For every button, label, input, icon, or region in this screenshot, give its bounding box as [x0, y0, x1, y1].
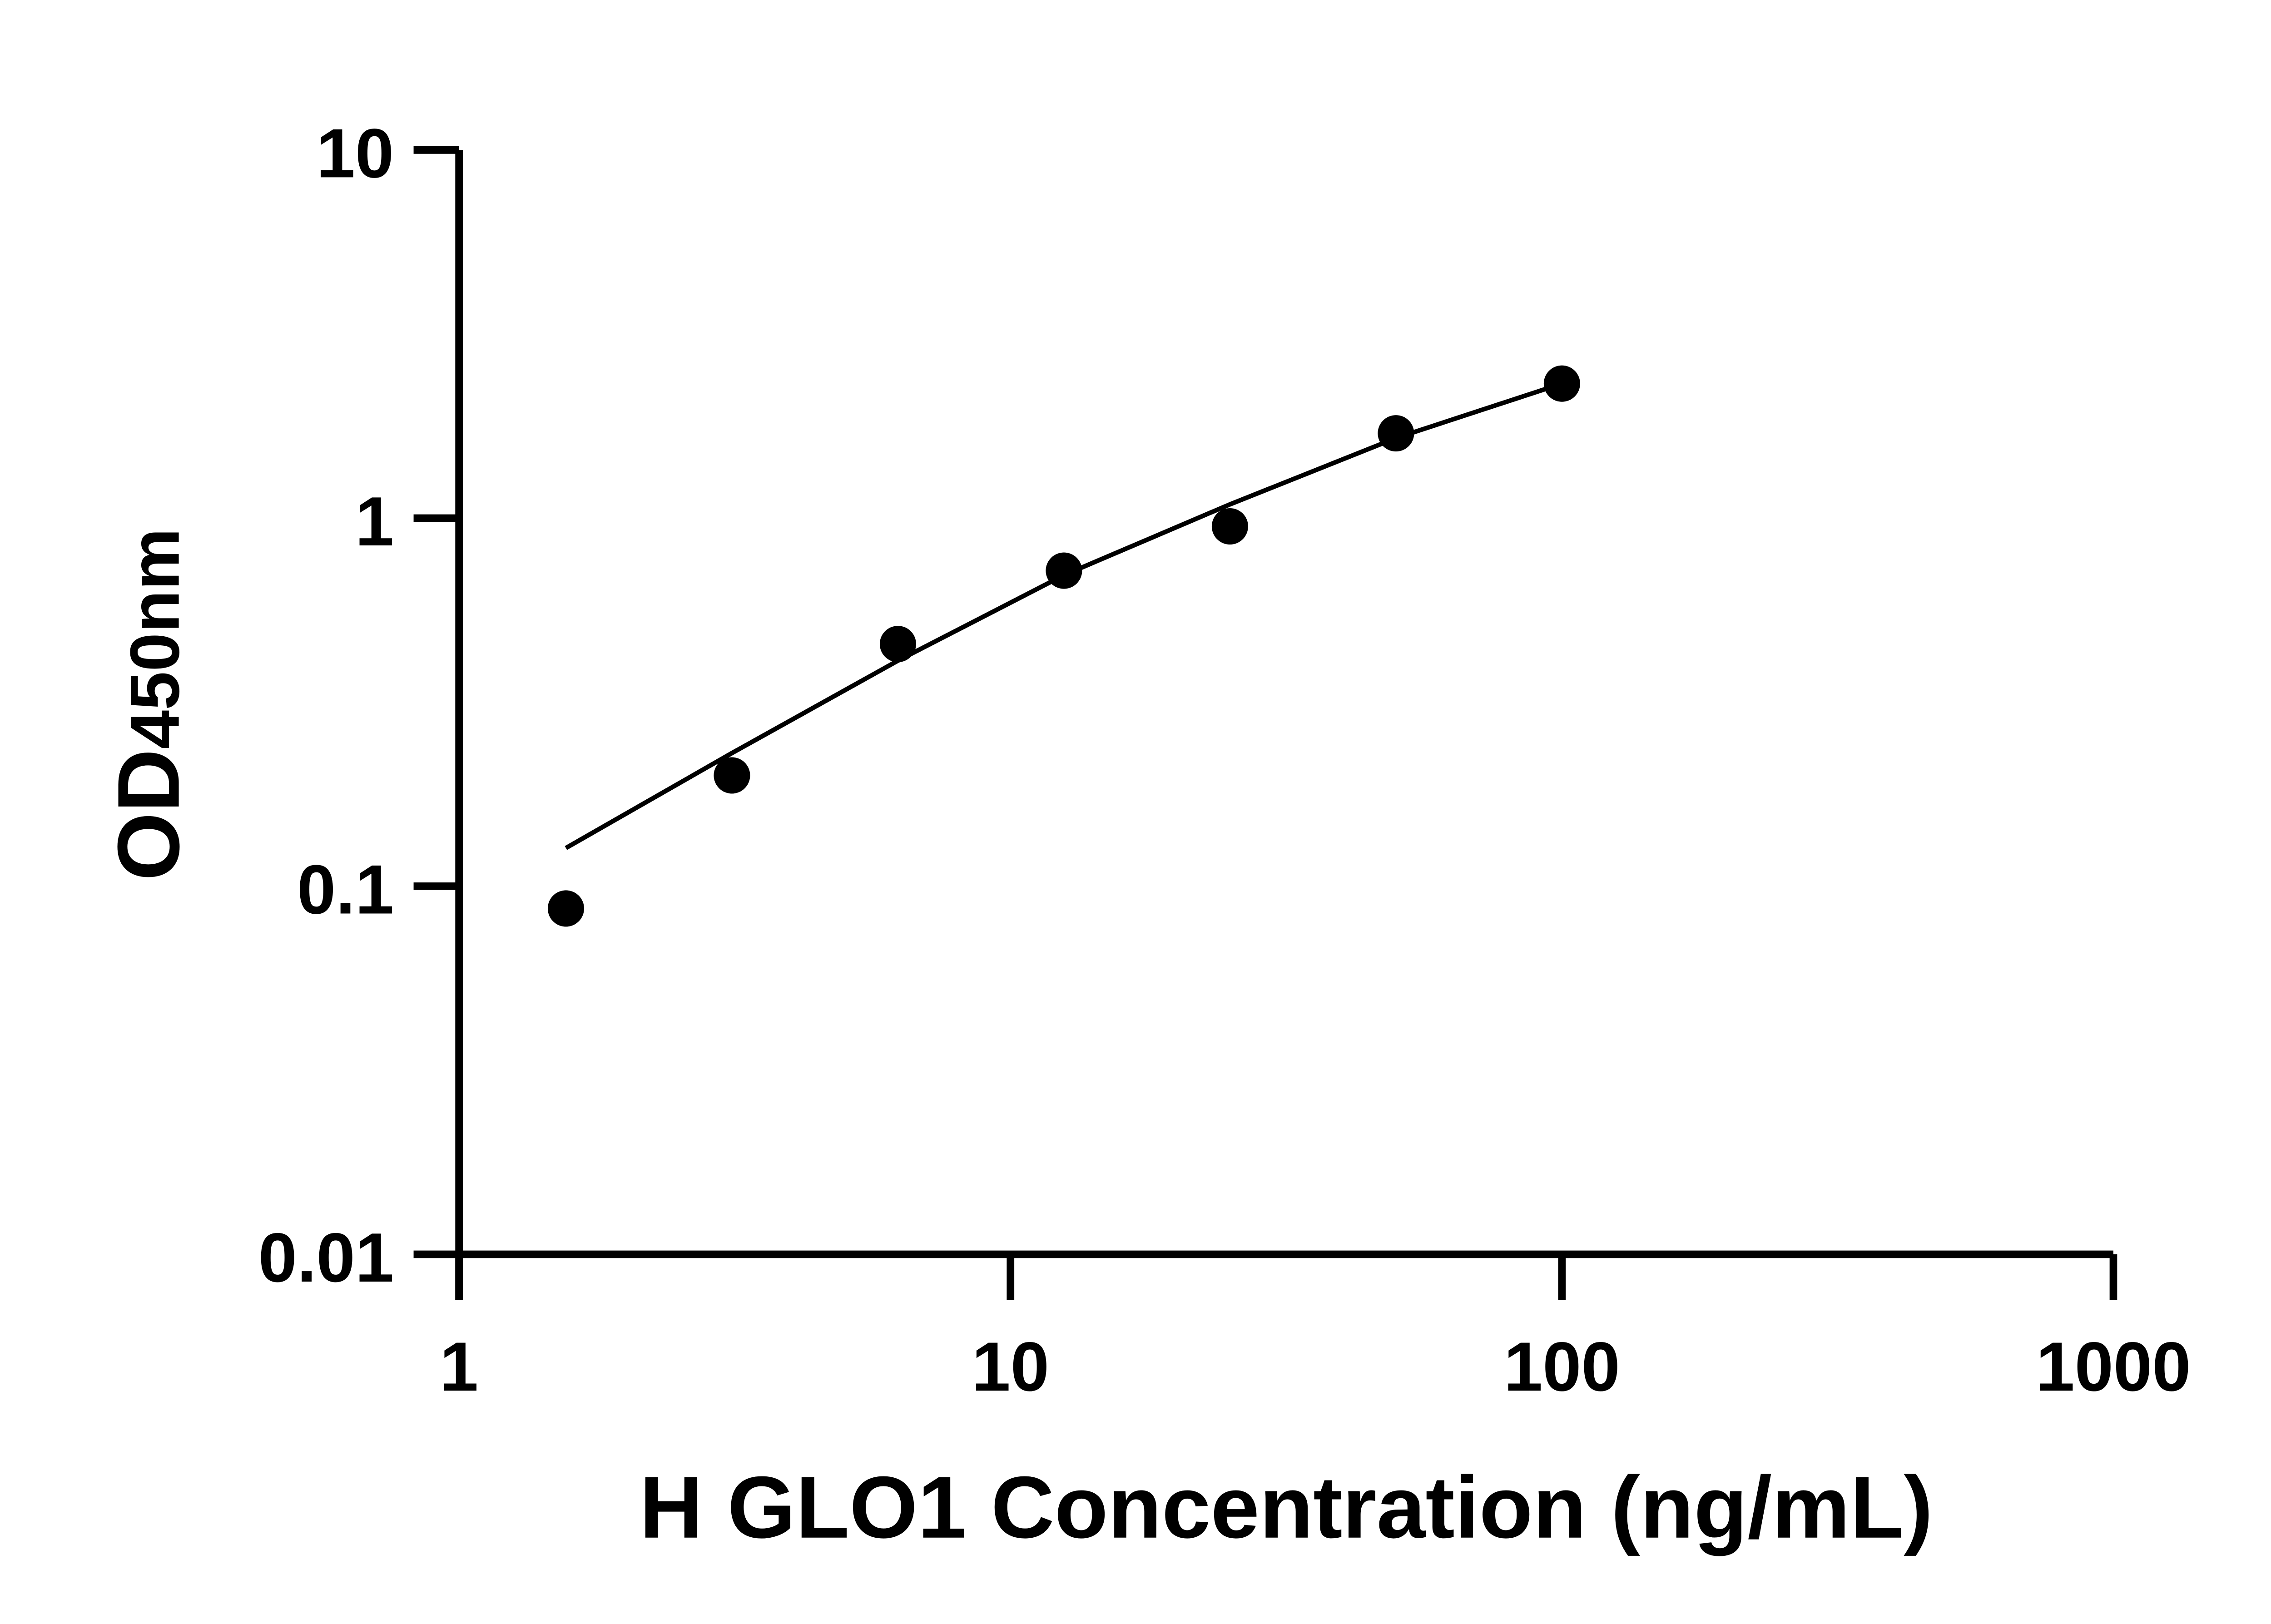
- data-points: [547, 365, 1580, 927]
- data-point: [1378, 415, 1414, 452]
- x-tick-label: 100: [1504, 1327, 1620, 1406]
- x-tick-label: 10: [972, 1327, 1049, 1406]
- y-tick-label: 0.1: [297, 850, 394, 928]
- y-tick-label: 1: [355, 482, 394, 560]
- x-tick-label: 1: [440, 1327, 478, 1406]
- x-axis-label: H GLO1 Concentration (ng/mL): [640, 1458, 1933, 1556]
- y-axis-label-main: OD: [99, 749, 198, 881]
- y-tick-label: 10: [317, 114, 394, 192]
- data-point: [1211, 508, 1248, 545]
- x-tick-label: 1000: [2036, 1327, 2191, 1406]
- y-tick-label: 0.01: [258, 1218, 394, 1297]
- data-point: [1046, 552, 1082, 589]
- data-point: [714, 757, 750, 794]
- data-point: [1543, 365, 1580, 402]
- data-point: [879, 626, 916, 663]
- x-axis: 1 10 100 1000 H GLO1 Concentration (ng/mL): [440, 1250, 2191, 1556]
- y-axis-label: OD450nm: [99, 528, 198, 881]
- y-axis: 0.01 0.1 1 10 OD450nm: [99, 114, 463, 1300]
- data-point: [547, 890, 584, 927]
- y-axis-label-sub: 450nm: [116, 528, 194, 749]
